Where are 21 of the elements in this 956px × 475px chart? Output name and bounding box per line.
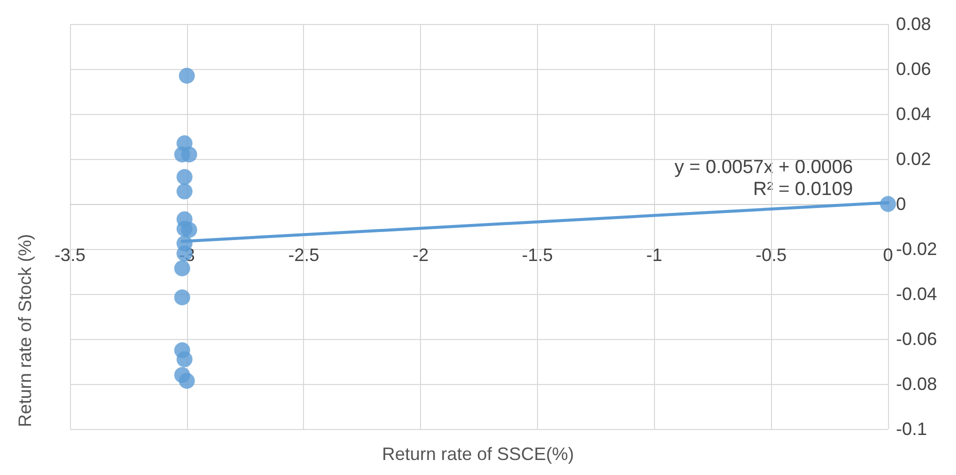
y-tick-label: -0.06 <box>896 329 938 349</box>
annotation: R² = 0.0109 <box>753 179 853 200</box>
x-tick-label: -3.5 <box>54 245 86 265</box>
x-tick-label: -2 <box>412 245 429 265</box>
y-tick-label: 0.04 <box>896 104 932 124</box>
y-tick-label: 0.06 <box>896 59 932 79</box>
annotation: y = 0.0057x + 0.0006 <box>674 157 853 178</box>
y-tick-label: 0.02 <box>896 149 932 169</box>
y-tick-label: -0.1 <box>896 419 928 439</box>
x-axis-title: Return rate of SSCE(%) <box>382 444 574 464</box>
x-tick-label: -2.5 <box>288 245 320 265</box>
y-axis-title: Return rate of Stock (%) <box>15 234 35 428</box>
x-tick-label: 0 <box>882 245 894 265</box>
y-tick-label: -0.08 <box>896 374 938 394</box>
x-tick-label: -0.5 <box>756 245 787 265</box>
y-tick-label: 0 <box>896 194 906 214</box>
y-tick-label: 0.08 <box>896 14 932 34</box>
x-tick-label: -1 <box>646 245 662 265</box>
y-tick-label: -0.04 <box>896 284 938 304</box>
x-tick-label: -1.5 <box>522 245 553 265</box>
y-tick-label: -0.02 <box>896 239 938 259</box>
